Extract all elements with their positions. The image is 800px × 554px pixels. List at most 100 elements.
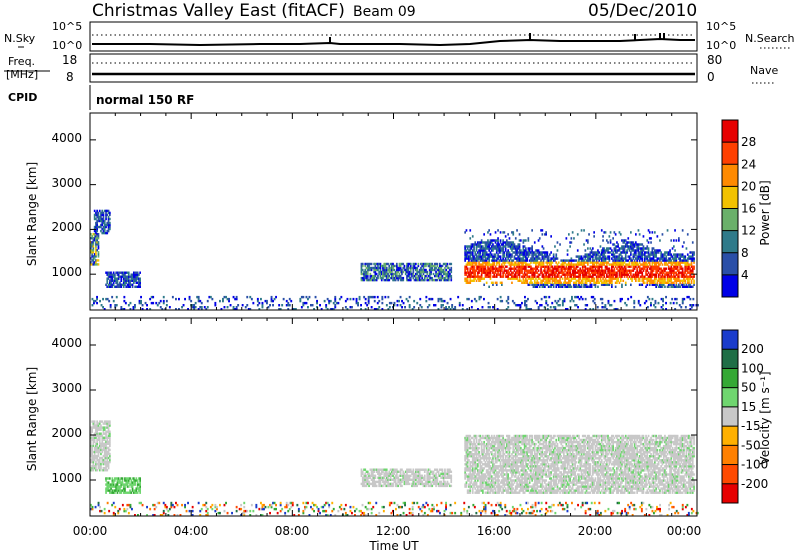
- echo-cell: [384, 270, 387, 274]
- echo-cell: [90, 452, 92, 456]
- echo-cell: [411, 470, 413, 473]
- echo-cell: [466, 277, 469, 280]
- echo-cell: [498, 265, 501, 268]
- echo-cell: [501, 265, 503, 268]
- echo-cell: [387, 262, 389, 266]
- echo-cell: [105, 452, 107, 456]
- echo-cell: [95, 450, 97, 454]
- echo-cell: [531, 251, 533, 254]
- echo-cell: [684, 306, 687, 309]
- echo-cell: [615, 308, 617, 311]
- echo-cell: [464, 259, 466, 262]
- nsky-frame: [89, 21, 698, 52]
- echo-cell: [399, 474, 402, 477]
- echo-cell: [232, 295, 235, 299]
- echo-cell: [439, 264, 441, 268]
- echo-cell: [105, 454, 107, 458]
- echo-cell: [370, 278, 373, 282]
- echo-cell: [656, 281, 659, 284]
- echo-cell: [611, 249, 613, 252]
- echo-cell: [146, 308, 148, 311]
- echo-cell: [631, 245, 633, 248]
- echo-cell: [665, 257, 668, 260]
- echo-cell: [681, 255, 684, 258]
- echo-cell: [647, 259, 650, 262]
- echo-cell: [511, 259, 513, 262]
- echo-cell: [611, 257, 613, 260]
- echo-cell: [569, 273, 571, 276]
- echo-cell: [544, 271, 546, 274]
- echo-cell: [657, 261, 660, 264]
- echo-cell: [466, 297, 469, 301]
- echo-cell: [450, 474, 453, 477]
- echo-cell: [637, 255, 640, 258]
- echo-cell: [593, 279, 595, 282]
- echo-cell: [584, 273, 587, 276]
- echo-cell: [597, 251, 599, 254]
- echo-cell: [439, 484, 441, 488]
- echo-cell: [606, 273, 608, 276]
- echo-cell: [602, 235, 604, 238]
- echo-cell: [485, 269, 488, 272]
- echo-cell: [483, 247, 485, 250]
- echo-cell: [531, 283, 533, 286]
- echo-cell: [95, 460, 97, 464]
- echo-cell: [117, 273, 120, 276]
- echo-cell: [498, 267, 501, 270]
- echo-cell: [680, 267, 683, 270]
- echo-cell: [379, 478, 382, 481]
- echo-cell: [465, 257, 468, 260]
- echo-cell: [408, 304, 411, 307]
- echo-cell: [580, 281, 583, 284]
- echo-cell: [600, 251, 603, 254]
- echo-cell: [600, 257, 603, 260]
- echo-cell: [495, 283, 498, 286]
- echo-cell: [95, 251, 97, 254]
- echo-cell: [590, 277, 593, 280]
- echo-cell: [578, 263, 580, 266]
- echo-cell: [545, 299, 548, 303]
- echo-cell: [507, 269, 509, 272]
- echo-cell: [103, 227, 106, 231]
- echo-cell: [422, 278, 425, 282]
- echo-cell: [415, 276, 417, 280]
- echo-cell: [119, 479, 121, 482]
- echo-cell: [501, 249, 503, 252]
- echo-cell: [537, 308, 540, 311]
- echo-cell: [106, 430, 109, 433]
- echo-cell: [363, 278, 365, 282]
- echo-cell: [223, 295, 226, 299]
- echo-cell: [139, 283, 141, 286]
- echo-cell: [651, 253, 654, 256]
- echo-cell: [593, 259, 595, 262]
- echo-cell: [633, 273, 636, 276]
- echo-cell: [546, 269, 549, 272]
- echo-cell: [260, 297, 262, 301]
- echo-cell: [484, 245, 487, 248]
- echo-cell: [585, 255, 588, 258]
- echo-cell: [474, 259, 477, 262]
- echo-cell: [370, 468, 373, 471]
- echo-cell: [101, 217, 104, 221]
- echo-cell: [565, 237, 568, 240]
- echo-cell: [374, 270, 377, 274]
- echo-cell: [403, 482, 406, 486]
- echo-cell: [489, 267, 492, 270]
- echo-cell: [608, 263, 611, 266]
- echo-cell: [517, 273, 520, 276]
- echo-cell: [466, 257, 469, 260]
- echo-cell: [503, 253, 506, 256]
- echo-cell: [589, 285, 592, 288]
- echo-cell: [112, 479, 115, 482]
- echo-cell: [423, 482, 426, 486]
- echo-cell: [365, 266, 368, 270]
- echo-cell: [637, 263, 640, 266]
- echo-cell: [674, 265, 676, 268]
- echo-cell: [399, 264, 402, 268]
- echo-cell: [635, 279, 637, 282]
- echo-cell: [504, 243, 507, 246]
- echo-cell: [440, 299, 443, 303]
- echo-cell: [593, 297, 596, 301]
- echo-cell: [578, 273, 580, 276]
- echo-cell: [397, 480, 399, 484]
